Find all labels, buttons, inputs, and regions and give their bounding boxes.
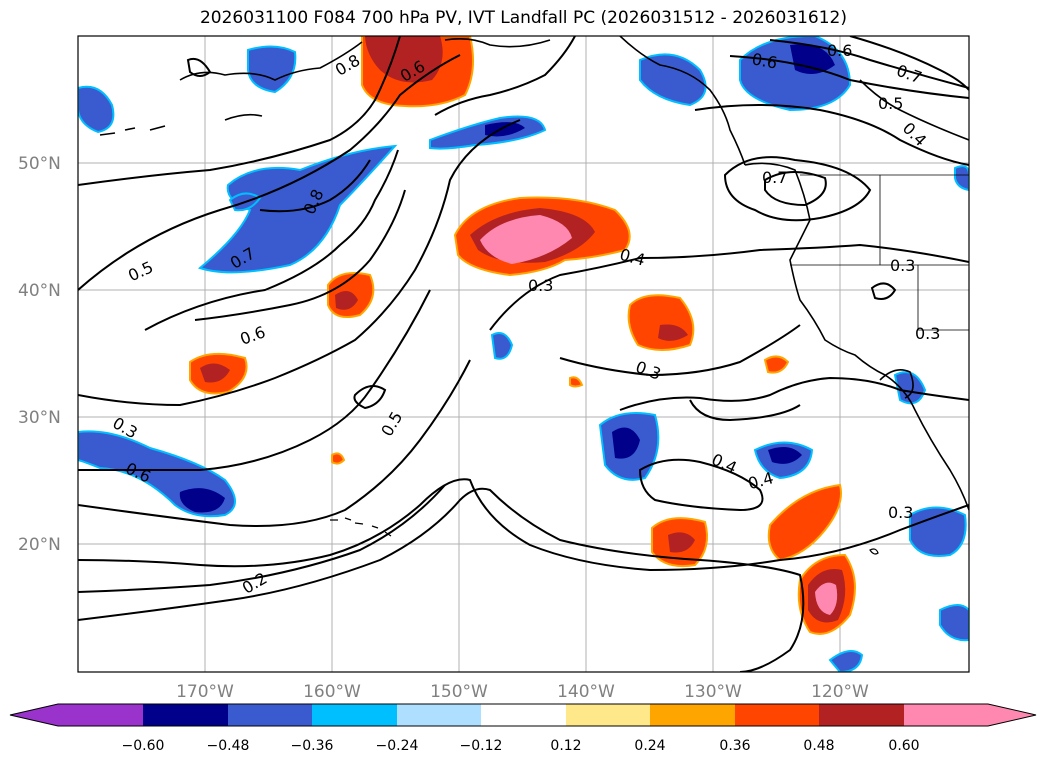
- colorbar-tick: −0.48: [207, 738, 250, 754]
- colorbar-tick: 0.36: [719, 738, 750, 754]
- colorbar-segment: [650, 704, 735, 726]
- lat-label: 30°N: [18, 408, 61, 428]
- colorbar-segment: [735, 704, 819, 726]
- contour-label: 0.7: [762, 168, 787, 187]
- colorbar-segment: [481, 704, 566, 726]
- colorbar-segment: [904, 704, 988, 726]
- contour-label: 0.3: [890, 256, 915, 275]
- colorbar: −0.60 −0.48 −0.36 −0.24 −0.12 0.12 0.24 …: [10, 704, 1036, 754]
- colorbar-tick: 0.60: [888, 738, 919, 754]
- contour-label: 0.5: [878, 94, 903, 113]
- lon-label: 160°W: [303, 682, 361, 702]
- colorbar-tick: 0.12: [550, 738, 581, 754]
- colorbar-tick: −0.36: [291, 738, 334, 754]
- contour-label: 0.3: [528, 276, 553, 295]
- pos-blob: [629, 295, 694, 350]
- colorbar-extend-low: [10, 704, 58, 726]
- colorbar-segment: [143, 704, 228, 726]
- colorbar-tick: −0.24: [376, 738, 419, 754]
- longitude-labels: 170°W 160°W 150°W 140°W 130°W 120°W: [176, 682, 869, 702]
- colorbar-tick: −0.12: [460, 738, 503, 754]
- lat-label: 40°N: [18, 281, 61, 301]
- map-figure: 0.6 0.7 0.5 0.4 0.6 0.7 0.8 0.6 0.8 0.7 …: [0, 0, 1047, 765]
- lon-label: 130°W: [684, 682, 742, 702]
- lat-label: 20°N: [18, 535, 61, 555]
- colorbar-segment: [228, 704, 312, 726]
- colorbar-segment: [58, 704, 143, 726]
- colorbar-segment: [312, 704, 397, 726]
- lon-label: 150°W: [430, 682, 488, 702]
- lat-label: 50°N: [18, 154, 61, 174]
- colorbar-segment: [397, 704, 481, 726]
- colorbar-extend-high: [988, 704, 1036, 726]
- colorbar-tick: −0.60: [122, 738, 165, 754]
- latitude-labels: 50°N 40°N 30°N 20°N: [18, 154, 61, 555]
- colorbar-tick: 0.24: [634, 738, 665, 754]
- neg-blob: [910, 508, 966, 557]
- colorbar-ticks: −0.60 −0.48 −0.36 −0.24 −0.12 0.12 0.24 …: [122, 738, 920, 754]
- lon-label: 170°W: [176, 682, 234, 702]
- contour-label: 0.3: [888, 503, 913, 522]
- contour-label: 0.6: [827, 41, 852, 60]
- lon-label: 120°W: [811, 682, 869, 702]
- colorbar-tick: 0.48: [803, 738, 834, 754]
- contour-label: 0.3: [915, 324, 940, 343]
- lon-label: 140°W: [557, 682, 615, 702]
- colorbar-segment: [566, 704, 650, 726]
- colorbar-segment: [819, 704, 904, 726]
